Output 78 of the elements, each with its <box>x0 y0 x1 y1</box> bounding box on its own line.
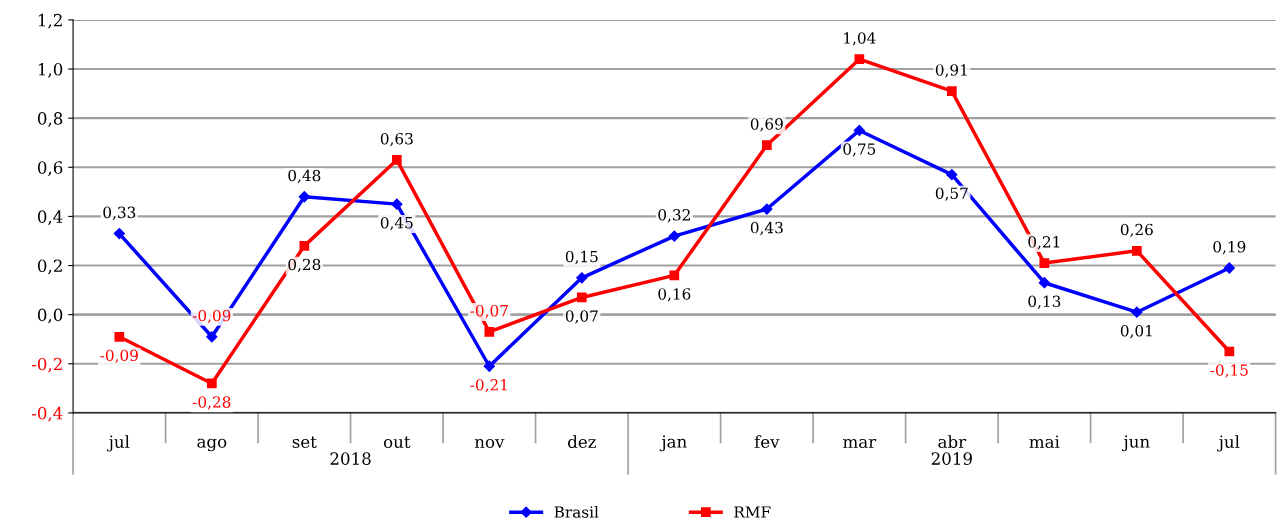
data-label: -0,07 <box>470 304 508 319</box>
data-label: -0,09 <box>100 349 138 363</box>
point <box>1224 346 1235 357</box>
data-label: 0,33 <box>103 206 136 221</box>
point <box>391 198 403 210</box>
data-label: -0,21 <box>470 379 507 393</box>
data-label: 0,91 <box>935 64 967 78</box>
data-label: -0,15 <box>1210 364 1248 378</box>
legend-label: Brasil <box>554 505 599 518</box>
text: 2019 <box>931 452 972 465</box>
y-tick-label: -0,4 <box>31 406 63 422</box>
data-label: 0,57 <box>935 187 968 201</box>
data-label: 0,69 <box>750 118 783 132</box>
data-label: 0,28 <box>288 258 321 273</box>
point <box>1131 306 1143 318</box>
point <box>576 292 587 303</box>
point <box>1131 245 1142 256</box>
x-tick-label: jan <box>659 435 687 452</box>
data-label: 0,07 <box>565 310 598 324</box>
point <box>1038 277 1050 289</box>
x-tick-label: abr <box>938 435 967 449</box>
data-label: -0,09 <box>192 309 231 324</box>
point <box>298 191 310 203</box>
point <box>391 155 402 165</box>
y-tick-label: 0,8 <box>37 112 63 127</box>
x-tick-label: set <box>292 436 317 449</box>
text: 2018 <box>330 452 371 465</box>
y-tick-label: 0,4 <box>37 210 63 226</box>
point <box>668 230 680 242</box>
legend-label: RMF <box>734 506 771 518</box>
data-label: 0,43 <box>750 221 783 236</box>
data-label: 0,26 <box>1120 223 1153 238</box>
x-tick-label: jun <box>1121 435 1150 452</box>
point <box>1039 258 1050 268</box>
point <box>946 86 957 97</box>
x-tick-label: mar <box>843 438 877 449</box>
data-label: 0,21 <box>1028 236 1060 250</box>
point <box>1223 262 1235 274</box>
x-tick-label: nov <box>474 438 505 449</box>
data-label: 1,04 <box>844 32 876 46</box>
point <box>576 272 588 284</box>
data-label: 0,01 <box>1120 324 1152 339</box>
y-tick-label: -0,2 <box>31 357 62 373</box>
data-label: 0,15 <box>565 250 598 265</box>
data-label: 0,45 <box>380 216 413 231</box>
point <box>669 270 680 281</box>
point <box>761 203 773 215</box>
x-tick-label: out <box>383 436 411 449</box>
point <box>946 169 958 181</box>
point <box>761 140 772 151</box>
y-tick-label: 0,0 <box>37 308 63 324</box>
data-label: 0,75 <box>843 143 876 157</box>
data-label: 0,19 <box>1213 240 1246 255</box>
data-label: -0,28 <box>192 396 231 410</box>
y-tick-label: 0,6 <box>37 161 63 176</box>
x-tick-label: jul <box>107 435 130 452</box>
x-tick-label: ago <box>197 438 227 452</box>
data-label: 0,63 <box>380 132 413 147</box>
point <box>854 54 865 65</box>
x-tick-label: dez <box>568 435 596 449</box>
data-label: 0,16 <box>658 288 691 302</box>
y-tick-label: 1,0 <box>38 63 63 78</box>
point <box>483 360 495 372</box>
x-tick-label: mai <box>1029 435 1060 449</box>
y-tick-label: 1,2 <box>38 13 62 29</box>
data-label: 0,13 <box>1028 295 1061 309</box>
x-tick-label: fev <box>754 435 780 449</box>
point <box>206 378 217 389</box>
point <box>853 124 865 137</box>
point <box>113 228 125 240</box>
point <box>206 331 218 343</box>
data-label: 0,32 <box>658 209 690 223</box>
point <box>114 331 125 342</box>
y-tick-label: 0,2 <box>37 259 62 275</box>
x-tick-label: jul <box>1217 435 1240 452</box>
data-label: 0,48 <box>288 169 321 184</box>
point <box>484 326 495 337</box>
point <box>299 241 310 251</box>
